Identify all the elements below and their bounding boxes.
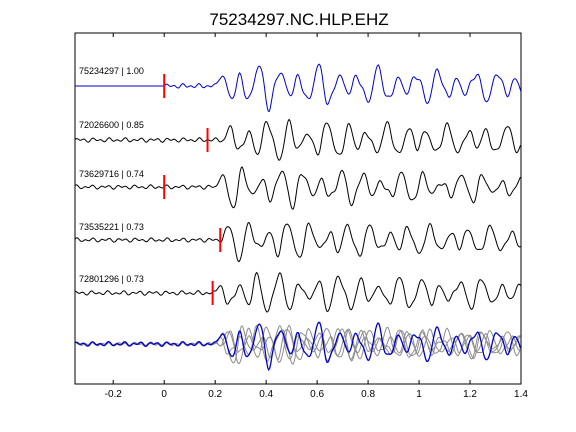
x-tick-label: 0.8 <box>361 389 375 400</box>
x-tick-label: 0.6 <box>310 389 324 400</box>
trace-1-waveform <box>163 63 521 113</box>
trace-3-label: 73629716 | 0.74 <box>79 169 144 179</box>
trace-group <box>75 63 521 372</box>
x-tick-label: 1.2 <box>463 389 477 400</box>
x-tick-label: 0.2 <box>208 389 222 400</box>
trace-3-waveform <box>75 166 521 210</box>
x-tick-label: 0 <box>161 389 167 400</box>
x-tick-label: 1.4 <box>514 389 528 400</box>
x-tick-label: 0.4 <box>259 389 273 400</box>
trace-5-waveform <box>75 271 521 313</box>
trace-4-label: 73535221 | 0.73 <box>79 222 144 232</box>
x-axis: -0.2 0 0.2 0.4 0.6 0.8 1 1.2 1.4 <box>105 33 528 400</box>
chart-title: 75234297.NC.HLP.EHZ <box>209 10 388 29</box>
trace-2-label: 72026600 | 0.85 <box>79 120 144 130</box>
trace-label-group: 75234297 | 1.00 72026600 | 0.85 73629716 |… <box>79 66 144 284</box>
trace-5-label: 72801296 | 0.73 <box>79 274 144 284</box>
x-tick-label: -0.2 <box>105 389 123 400</box>
trace-2-waveform <box>75 118 521 161</box>
trace-4-waveform <box>75 222 521 263</box>
stack-reference-waveform <box>75 321 521 372</box>
x-tick-label: 1 <box>416 389 422 400</box>
trace-1-label: 75234297 | 1.00 <box>79 66 144 76</box>
